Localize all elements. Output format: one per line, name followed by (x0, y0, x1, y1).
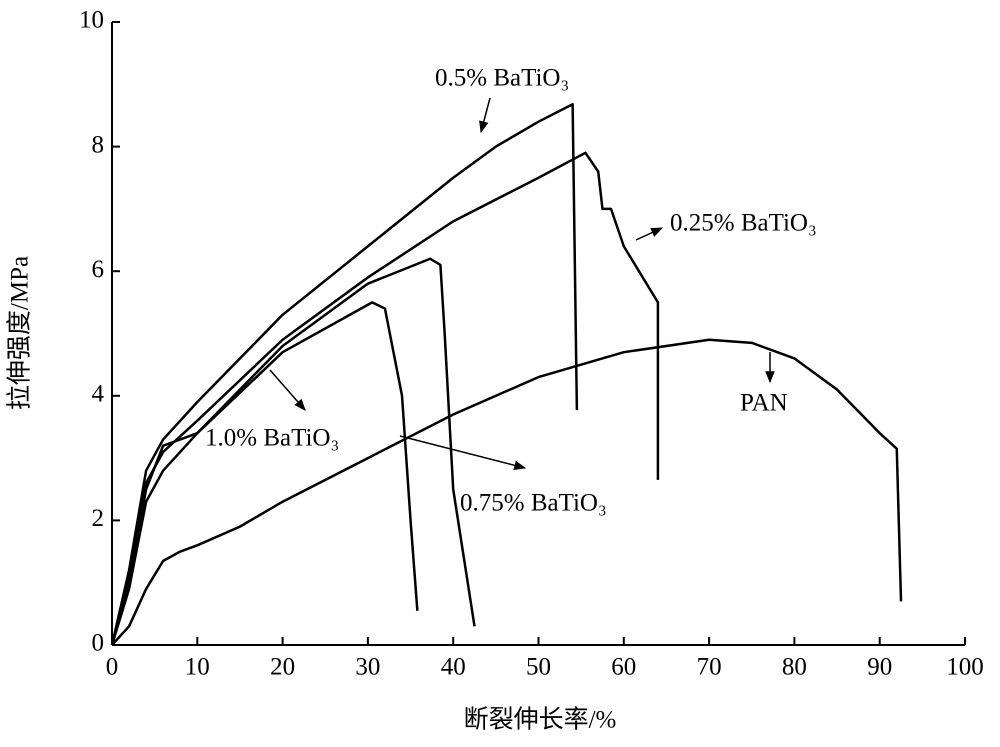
x-tick-label: 60 (611, 654, 636, 681)
annotation-arrow (479, 97, 491, 134)
y-tick-label: 8 (92, 131, 105, 158)
x-axis-label: 断裂伸长率/% (464, 706, 617, 734)
y-axis-label: 拉伸强度/MPa (6, 256, 34, 410)
x-tick-label: 70 (697, 654, 722, 681)
series-label: 0.75% BaTiO₃ (460, 490, 607, 517)
x-tick-label: 50 (526, 654, 551, 681)
x-tick-label: 10 (185, 654, 210, 681)
data-line (110, 257, 476, 646)
series-label: 0.5% BaTiO₃ (435, 65, 569, 92)
y-tick-label: 2 (92, 505, 105, 532)
annotation-arrow (635, 227, 664, 241)
x-tick-label: 30 (355, 654, 380, 681)
y-tick-label: 10 (79, 7, 104, 34)
x-tick-label: 90 (867, 654, 892, 681)
annotation-arrow (399, 435, 527, 470)
x-tick-label: 0 (106, 654, 119, 681)
x-tick-label: 80 (782, 654, 807, 681)
y-tick-label: 4 (92, 381, 105, 408)
x-tick-label: 40 (441, 654, 466, 681)
data-line (110, 301, 419, 646)
series-label: 0.25% BaTiO₃ (670, 210, 817, 237)
series-label: 1.0% BaTiO₃ (205, 425, 339, 452)
y-tick-label: 6 (92, 256, 105, 283)
data-line (111, 338, 903, 646)
annotation-arrow (269, 369, 306, 411)
series-label: PAN (740, 390, 788, 417)
data-line (110, 102, 579, 646)
y-tick-label: 0 (92, 630, 105, 657)
x-tick-label: 100 (946, 654, 984, 681)
x-tick-label: 20 (270, 654, 295, 681)
